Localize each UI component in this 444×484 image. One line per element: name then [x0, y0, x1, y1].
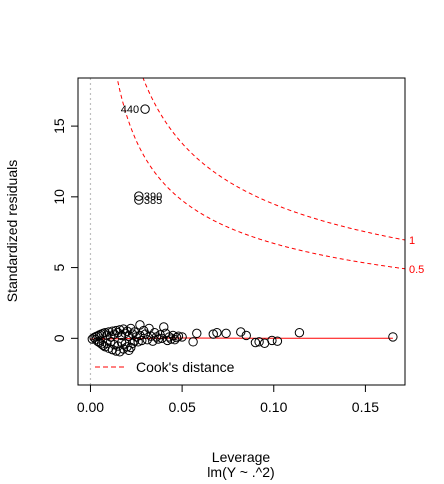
data-point [250, 337, 261, 348]
data-point [129, 327, 140, 337]
data-point [153, 334, 163, 344]
legend: Cook's distance [95, 359, 235, 375]
cooks-contour-0.5 [116, 78, 405, 270]
y-axis-label: Standardized residuals [4, 160, 20, 302]
point-label-385: 385 [144, 195, 162, 207]
point-label-440: 440 [121, 104, 139, 116]
data-point [140, 104, 150, 114]
x-tick-label: 0.10 [260, 399, 287, 415]
contour-labels: 10.5 [409, 235, 424, 276]
data-point [107, 326, 118, 336]
y-tick-label: 0 [51, 334, 67, 342]
point-label-390: 390 [144, 191, 162, 203]
data-point [160, 328, 171, 339]
cooks-contour-label-1: 1 [409, 235, 415, 247]
data-point [241, 330, 251, 341]
data-point [221, 328, 231, 339]
data-point [134, 191, 144, 201]
data-point [267, 335, 277, 346]
data-point [159, 322, 169, 332]
cooks-contour-label-0.5: 0.5 [409, 264, 424, 276]
data-point [272, 336, 283, 346]
data-point [142, 335, 152, 345]
data-point [111, 325, 121, 336]
data-point [192, 328, 202, 339]
data-point [254, 337, 264, 347]
data-point [188, 337, 198, 347]
legend-label: Cook's distance [136, 359, 235, 375]
points-layer [87, 104, 398, 357]
y-axis: 0 5 10 15 [51, 118, 79, 342]
y-tick-label: 15 [51, 118, 67, 134]
data-point [173, 331, 184, 341]
data-point [111, 346, 121, 356]
x-tick-label: 0.00 [77, 399, 104, 415]
data-point [115, 325, 125, 335]
cooks-contour-1 [142, 78, 405, 241]
cooks-distance-contours [116, 78, 405, 270]
smooth-line [90, 337, 393, 340]
y-tick-label: 10 [51, 189, 67, 205]
data-point [212, 327, 222, 338]
data-point [294, 327, 305, 338]
x-tick-label: 0.15 [352, 399, 379, 415]
data-point [113, 341, 123, 351]
data-point [388, 332, 398, 342]
y-tick-label: 5 [51, 263, 67, 271]
data-point [129, 336, 140, 346]
data-point [177, 332, 187, 342]
data-point [134, 195, 144, 205]
x-tick-label: 0.05 [168, 399, 195, 415]
data-point [104, 327, 114, 337]
x-axis-subtitle: lm(Y ~ .^2) [207, 464, 274, 480]
data-point [171, 332, 182, 343]
x-axis: 0.00 0.05 0.10 0.15 [77, 384, 379, 415]
x-axis-label: Leverage [212, 449, 271, 465]
smooth-line-layer [90, 337, 393, 340]
data-point [236, 327, 246, 337]
